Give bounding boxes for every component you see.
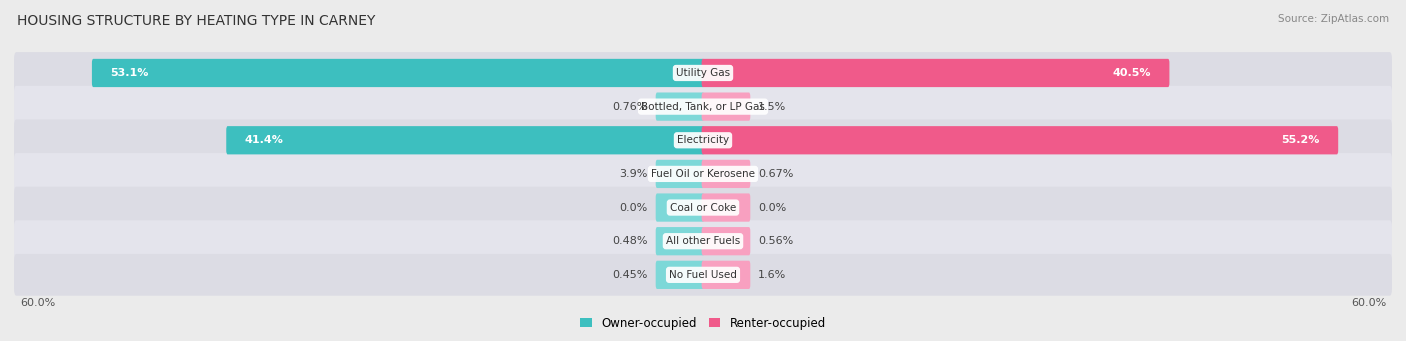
Text: 53.1%: 53.1% — [111, 68, 149, 78]
FancyBboxPatch shape — [702, 160, 751, 188]
Text: Coal or Coke: Coal or Coke — [669, 203, 737, 212]
FancyBboxPatch shape — [655, 193, 704, 222]
FancyBboxPatch shape — [702, 227, 751, 255]
Text: No Fuel Used: No Fuel Used — [669, 270, 737, 280]
Text: Fuel Oil or Kerosene: Fuel Oil or Kerosene — [651, 169, 755, 179]
Text: 3.9%: 3.9% — [620, 169, 648, 179]
FancyBboxPatch shape — [702, 59, 1170, 87]
FancyBboxPatch shape — [702, 261, 751, 289]
FancyBboxPatch shape — [655, 227, 704, 255]
FancyBboxPatch shape — [14, 153, 1392, 195]
Text: 60.0%: 60.0% — [1351, 298, 1386, 308]
Text: 0.45%: 0.45% — [613, 270, 648, 280]
Text: HOUSING STRUCTURE BY HEATING TYPE IN CARNEY: HOUSING STRUCTURE BY HEATING TYPE IN CAR… — [17, 14, 375, 28]
Text: Bottled, Tank, or LP Gas: Bottled, Tank, or LP Gas — [641, 102, 765, 112]
FancyBboxPatch shape — [91, 59, 704, 87]
FancyBboxPatch shape — [14, 187, 1392, 228]
Text: 0.56%: 0.56% — [758, 236, 793, 246]
Text: 0.0%: 0.0% — [620, 203, 648, 212]
FancyBboxPatch shape — [14, 254, 1392, 296]
FancyBboxPatch shape — [14, 86, 1392, 128]
FancyBboxPatch shape — [655, 261, 704, 289]
FancyBboxPatch shape — [14, 52, 1392, 94]
Text: 1.5%: 1.5% — [758, 102, 786, 112]
Text: Electricity: Electricity — [676, 135, 730, 145]
Text: 0.76%: 0.76% — [613, 102, 648, 112]
Text: 55.2%: 55.2% — [1281, 135, 1320, 145]
FancyBboxPatch shape — [702, 126, 1339, 154]
Text: 1.6%: 1.6% — [758, 270, 786, 280]
Text: 41.4%: 41.4% — [245, 135, 284, 145]
Text: 0.0%: 0.0% — [758, 203, 786, 212]
FancyBboxPatch shape — [702, 92, 751, 121]
Text: 0.67%: 0.67% — [758, 169, 793, 179]
Text: 60.0%: 60.0% — [20, 298, 55, 308]
FancyBboxPatch shape — [702, 193, 751, 222]
Text: All other Fuels: All other Fuels — [666, 236, 740, 246]
Text: 0.48%: 0.48% — [613, 236, 648, 246]
FancyBboxPatch shape — [655, 160, 704, 188]
FancyBboxPatch shape — [14, 119, 1392, 161]
FancyBboxPatch shape — [655, 92, 704, 121]
Text: Source: ZipAtlas.com: Source: ZipAtlas.com — [1278, 14, 1389, 24]
FancyBboxPatch shape — [226, 126, 704, 154]
Legend: Owner-occupied, Renter-occupied: Owner-occupied, Renter-occupied — [579, 316, 827, 329]
Text: 40.5%: 40.5% — [1112, 68, 1152, 78]
FancyBboxPatch shape — [14, 220, 1392, 262]
Text: Utility Gas: Utility Gas — [676, 68, 730, 78]
